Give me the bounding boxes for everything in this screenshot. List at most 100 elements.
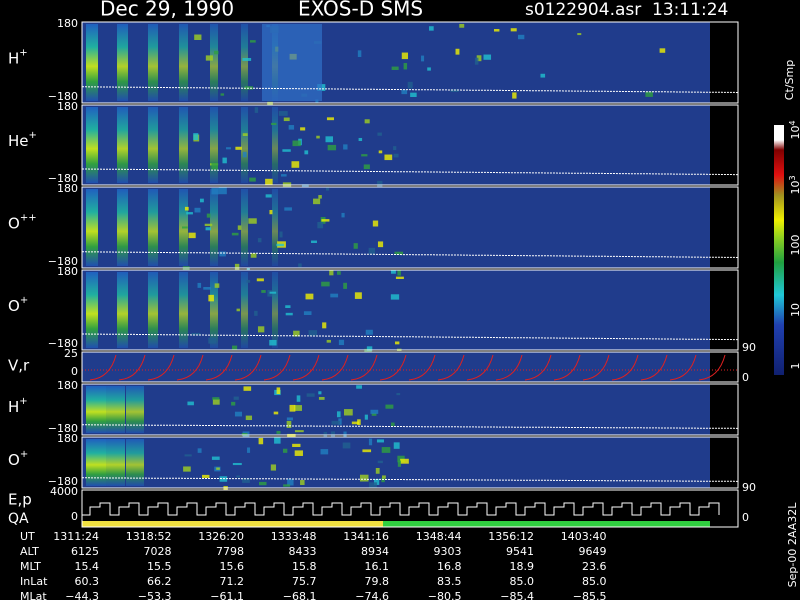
spectrum-blob	[393, 442, 400, 449]
spectrum-blob	[311, 240, 317, 244]
panel-label-text: E,p	[8, 490, 32, 508]
spectrum-blob	[280, 174, 287, 177]
row-value: 15.6	[220, 560, 245, 573]
spectrum-blob	[394, 341, 400, 345]
panel-background	[82, 352, 710, 382]
spectrum-blob	[323, 431, 328, 438]
spectrum-blob	[344, 409, 353, 416]
row-value: 6125	[71, 545, 99, 558]
panel-label: O+	[8, 449, 28, 469]
spectrum-stripe	[106, 386, 125, 433]
spectrum-blob	[361, 154, 368, 157]
spectrum-blob	[232, 345, 238, 350]
spectrum-blob	[212, 399, 220, 405]
panel-blank	[710, 384, 738, 435]
spectrum-blob	[343, 282, 348, 289]
spectrum-blob	[393, 153, 399, 158]
spectrum-band	[262, 24, 322, 101]
pitch-line	[82, 477, 739, 482]
spectrum-blob	[211, 456, 220, 460]
panel-frame	[81, 186, 739, 269]
spectrum-blob	[304, 150, 309, 155]
spectrum-blob	[322, 322, 327, 329]
y-bottom-label: 0	[71, 510, 78, 523]
spectrum-blob	[390, 294, 400, 300]
spectrum-blob	[197, 448, 202, 453]
row-value: 1403:40	[561, 530, 607, 543]
panel-label-charge: +	[29, 130, 37, 141]
row-name: InLat	[20, 575, 48, 588]
spectrum-blob	[396, 393, 401, 396]
spectrum-blob	[375, 467, 380, 474]
spectrum-blob	[369, 482, 377, 489]
spectrum-blob	[282, 149, 291, 152]
row-value: 7798	[216, 545, 244, 558]
spectrum-stripe	[210, 272, 218, 348]
colorbar-label: 100	[789, 235, 800, 256]
spectrum-blob	[318, 195, 322, 199]
spectrum-blob	[381, 447, 391, 453]
spectrum-blob	[407, 81, 413, 89]
spectrum-blob	[237, 225, 242, 230]
row-value: 85.0	[510, 575, 535, 588]
y-bottom-label: −180	[48, 255, 78, 268]
row-value: 9649	[579, 545, 607, 558]
colorbar-label-base: 100	[789, 235, 800, 256]
spectrum-blob	[372, 220, 379, 227]
spectrum-blob	[278, 111, 288, 116]
row-value: 9303	[434, 545, 462, 558]
panel-label: E,p	[8, 490, 32, 508]
spectrum-blob	[329, 270, 334, 276]
qa-bar	[383, 521, 710, 527]
panel-label-text: He	[8, 132, 29, 150]
spectrum-blob	[282, 182, 292, 187]
y-bottom-label: −180	[48, 90, 78, 103]
spectrum-blob	[276, 430, 281, 434]
energy-steps	[82, 502, 720, 516]
spectrum-blob	[315, 99, 319, 104]
y-top-label: 180	[57, 17, 78, 30]
spectrum-blob	[300, 127, 306, 131]
spectrum-stripe	[106, 439, 125, 486]
spectrum-blob	[377, 241, 384, 248]
spectrum-blob	[276, 243, 284, 247]
spectrum-blob	[250, 253, 257, 258]
spectrum-blob	[397, 460, 401, 467]
spectrum-blob	[265, 194, 272, 198]
pitch-line	[82, 424, 739, 429]
row-value: 15.4	[75, 560, 100, 573]
spectrum-blob	[395, 276, 404, 279]
spectrum-stripe	[210, 107, 218, 183]
spectrum-blob	[321, 281, 330, 287]
spectrum-blob	[359, 474, 369, 482]
spectrum-blob	[450, 89, 459, 93]
right-axis-label: 90	[742, 341, 756, 354]
row-value: 9541	[506, 545, 534, 558]
spectrum-blob	[279, 231, 283, 238]
spectrum-blob	[427, 67, 431, 71]
row-value: 16.8	[437, 560, 462, 573]
spectrum-blob	[364, 119, 370, 124]
spectrum-blob	[343, 144, 348, 150]
colorbar-label-base: 10	[789, 303, 800, 317]
panel-label-text: V,r	[8, 356, 30, 374]
spectrum-blob	[182, 226, 188, 229]
row-value: 85.0	[582, 575, 607, 588]
row-value: 7028	[144, 545, 172, 558]
spectrum-stripe	[272, 272, 278, 348]
row-value: 79.8	[365, 575, 390, 588]
spectrum-blob	[191, 332, 201, 336]
spectrum-blob	[303, 311, 312, 315]
row-value: −85.4	[500, 590, 534, 600]
panel-label-text: O	[8, 450, 20, 468]
spectrum-blob	[271, 122, 277, 126]
colorbar-label-base: 10	[789, 181, 800, 195]
spectrum-blob	[394, 251, 404, 255]
spectrum-blob	[270, 464, 277, 471]
file-name: s0122904.asr	[525, 0, 641, 20]
row-value: 1356:12	[488, 530, 534, 543]
spectrum-blob	[384, 154, 393, 161]
y-bottom-label: −180	[48, 337, 78, 350]
spectrum-blob	[199, 198, 204, 203]
